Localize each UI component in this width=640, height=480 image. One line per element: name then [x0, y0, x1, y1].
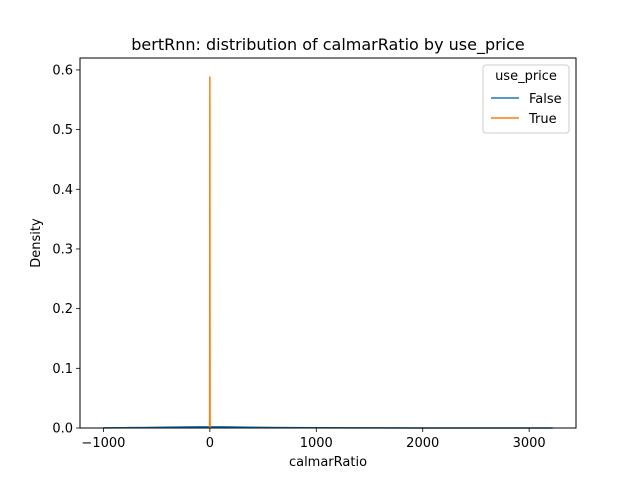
y-tick-label: 0.5 [52, 123, 73, 138]
legend-box [482, 64, 570, 134]
x-tick-label: 1000 [300, 436, 333, 451]
legend-entry-true: True [528, 112, 557, 127]
series-line-true [208, 76, 211, 429]
x-tick-label: 0 [206, 436, 214, 451]
y-tick-label: 0.6 [52, 63, 73, 78]
plot-frame [79, 57, 577, 429]
legend-entry-false: False [529, 92, 562, 107]
legend-title: use_price [495, 69, 557, 84]
y-tick-label: 0.3 [52, 242, 73, 257]
y-axis: 0.0 0.1 0.2 0.3 0.4 0.5 0.6 [52, 63, 80, 437]
y-tick-label: 0.1 [52, 362, 73, 377]
x-tick-label: 2000 [406, 436, 439, 451]
y-axis-label: Density [29, 218, 44, 268]
x-tick-label: −1000 [81, 436, 125, 451]
y-tick-label: 0.2 [52, 302, 73, 317]
legend: use_price False True [482, 64, 570, 134]
chart-title: bertRnn: distribution of calmarRatio by … [131, 35, 525, 55]
y-tick-label: 0.0 [52, 422, 73, 437]
y-tick-label: 0.4 [52, 183, 73, 198]
x-tick-label: 3000 [513, 436, 546, 451]
x-axis: −1000 0 1000 2000 3000 [81, 428, 546, 451]
x-axis-label: calmarRatio [289, 455, 367, 470]
